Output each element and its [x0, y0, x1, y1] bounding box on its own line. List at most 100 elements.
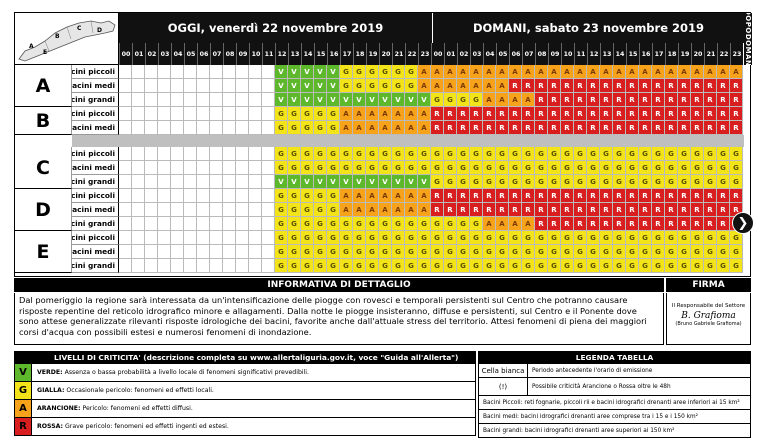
cell-a-0-42: A [665, 65, 678, 79]
cell-e-0-45: G [704, 231, 717, 245]
cell-e-2-32: G [535, 259, 548, 273]
cell-a-0-47: A [730, 65, 743, 79]
hour-day2-06: 06 [509, 43, 522, 65]
cell-a-1-28: A [483, 79, 496, 93]
cell-c-0-19: G [366, 147, 379, 161]
cell-c-0-30: G [509, 147, 522, 161]
cell-b-1-40: R [639, 121, 652, 135]
cell-a-1-3 [158, 79, 171, 93]
cell-c-2-13: V [288, 175, 301, 189]
cell-b-1-7 [210, 121, 223, 135]
cell-c-1-29: G [496, 161, 509, 175]
cell-e-1-26: G [457, 245, 470, 259]
cell-d-2-9 [236, 217, 249, 231]
cell-b-1-19: A [366, 121, 379, 135]
cell-b-1-13: G [288, 121, 301, 135]
cell-d-0-34: R [561, 189, 574, 203]
cell-a-1-47: R [730, 79, 743, 93]
cell-e-2-14: G [301, 259, 314, 273]
cell-d-2-22: G [405, 217, 418, 231]
cell-e-0-14: G [301, 231, 314, 245]
cell-c-2-8 [223, 175, 236, 189]
cell-d-0-23: A [418, 189, 431, 203]
cell-e-2-33: G [548, 259, 561, 273]
cell-c-1-47: G [730, 161, 743, 175]
cell-c-1-11 [262, 161, 275, 175]
cell-a-0-23: A [418, 65, 431, 79]
cell-a-0-17: G [340, 65, 353, 79]
cell-e-0-7 [210, 231, 223, 245]
cell-c-2-6 [197, 175, 210, 189]
cell-c-1-28: G [483, 161, 496, 175]
legend-key-excl: (!) [479, 378, 528, 395]
cell-c-2-17: V [340, 175, 353, 189]
cell-c-0-32: G [535, 147, 548, 161]
cell-e-0-32: G [535, 231, 548, 245]
firma-name: (Bruno Gabriele Grafioma) [675, 321, 742, 327]
cell-e-1-37: G [600, 245, 613, 259]
cell-b-0-1 [132, 107, 145, 121]
cell-d-1-43: R [678, 203, 691, 217]
cell-d-1-2 [145, 203, 158, 217]
cell-c-1-44: G [691, 161, 704, 175]
cell-a-1-13: V [288, 79, 301, 93]
cell-d-2-25: G [444, 217, 457, 231]
zone-label-a: A [15, 65, 72, 107]
cell-e-0-11 [262, 231, 275, 245]
cell-d-2-2 [145, 217, 158, 231]
cell-b-1-36: R [587, 121, 600, 135]
cell-d-0-30: R [509, 189, 522, 203]
hour-day1-01: 01 [132, 43, 145, 65]
cell-c-2-38: G [613, 175, 626, 189]
cell-c-2-27: G [470, 175, 483, 189]
cell-d-0-9 [236, 189, 249, 203]
cell-b-1-23: A [418, 121, 431, 135]
cell-a-0-44: A [691, 65, 704, 79]
cell-b-0-4 [171, 107, 184, 121]
cell-a-1-44: R [691, 79, 704, 93]
cell-a-2-38: R [613, 93, 626, 107]
cell-e-1-11 [262, 245, 275, 259]
cell-c-2-37: G [600, 175, 613, 189]
cell-a-1-14: V [301, 79, 314, 93]
day2-header: DOMANI, sabato 23 novembre 2019 [433, 13, 744, 43]
cell-d-2-3 [158, 217, 171, 231]
cell-a-2-22: V [405, 93, 418, 107]
cell-b-0-12: G [275, 107, 288, 121]
cell-b-1-46: R [717, 121, 730, 135]
cell-c-2-5 [184, 175, 197, 189]
next-arrow-icon[interactable]: ❯ [732, 212, 754, 234]
cell-d-0-4 [171, 189, 184, 203]
cell-e-1-20: G [379, 245, 392, 259]
cell-d-1-8 [223, 203, 236, 217]
cell-e-2-30: G [509, 259, 522, 273]
cell-c-2-28: G [483, 175, 496, 189]
cell-c-1-42: G [665, 161, 678, 175]
cell-a-2-37: R [600, 93, 613, 107]
level-code-a: A [15, 400, 32, 417]
map-label-a: A [29, 43, 34, 50]
cell-a-1-30: R [509, 79, 522, 93]
cell-e-2-47: G [730, 259, 743, 273]
hour-day1-00: 00 [119, 43, 132, 65]
cell-e-0-37: G [600, 231, 613, 245]
legend-row-grandi: Bacini grandi: bacini idrografici drenan… [478, 424, 751, 438]
row-label-b-0: Bacini piccoli [60, 107, 119, 121]
cell-e-2-28: G [483, 259, 496, 273]
hour-day2-21: 21 [704, 43, 717, 65]
cell-c-0-6 [197, 147, 210, 161]
cell-e-0-39: G [626, 231, 639, 245]
cell-d-0-10 [249, 189, 262, 203]
cell-c-0-7 [210, 147, 223, 161]
hour-day2-14: 14 [613, 43, 626, 65]
level-row-g: G GIALLA: Occasionale pericolo: fenomeni … [14, 382, 476, 400]
cell-b-0-13: G [288, 107, 301, 121]
cell-e-2-11 [262, 259, 275, 273]
hour-day2-00: 00 [431, 43, 444, 65]
cell-a-0-10 [249, 65, 262, 79]
cell-a-1-27: A [470, 79, 483, 93]
cell-c-0-31: G [522, 147, 535, 161]
cell-b-1-29: R [496, 121, 509, 135]
cell-b-1-17: A [340, 121, 353, 135]
cell-e-0-28: G [483, 231, 496, 245]
